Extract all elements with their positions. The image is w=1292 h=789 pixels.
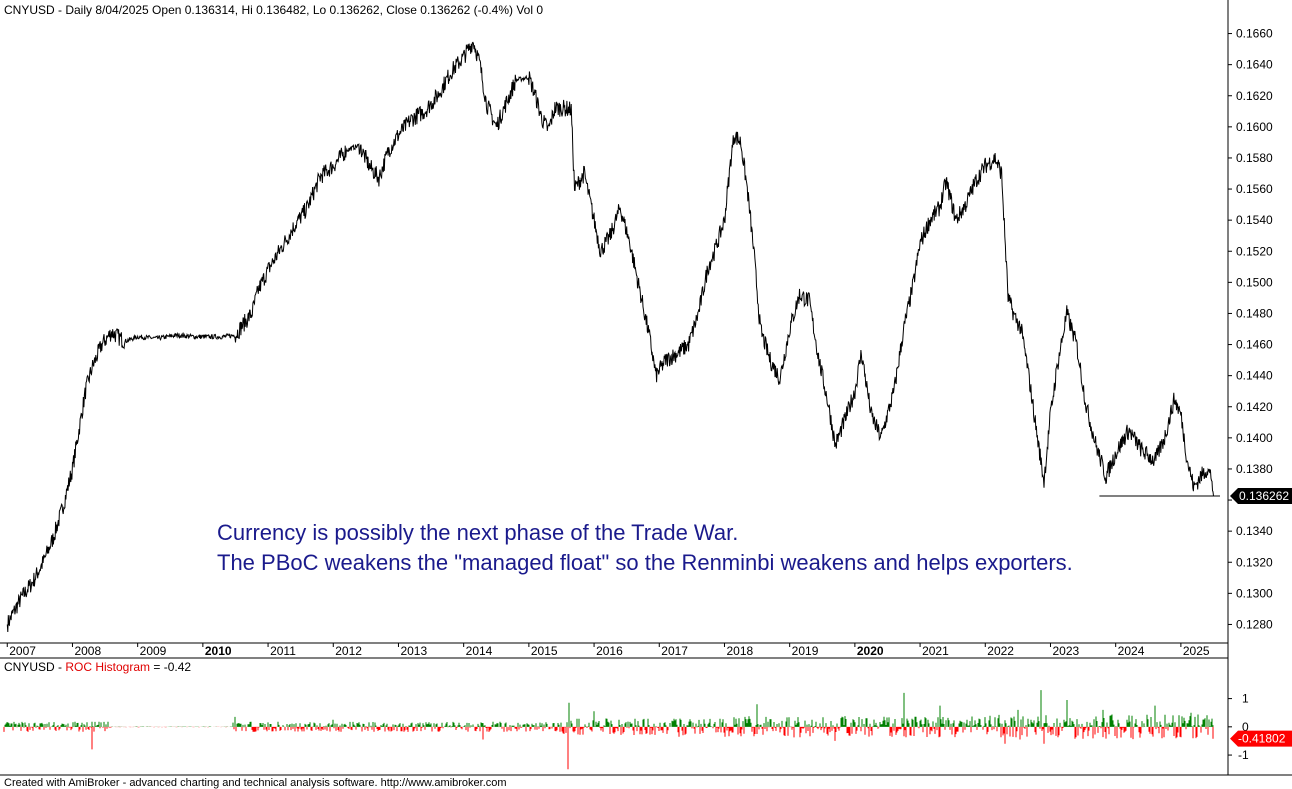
roc-histogram [3,690,1214,770]
x-tick-label: 2009 [140,644,167,658]
price-y-tick-label: 0.1640 [1236,58,1273,72]
x-tick-label: 2023 [1052,644,1079,658]
last-price-label: 0.136262 [1230,488,1292,505]
annotation-line-2: The PBoC weakens the "managed float" so … [217,550,1073,575]
price-y-tick-label: 0.1300 [1236,586,1273,600]
price-y-tick-label: 0.1460 [1236,338,1273,352]
price-y-tick-label: 0.1520 [1236,244,1273,258]
roc-header-value: = -0.42 [150,660,191,674]
price-y-tick-label: 0.1560 [1236,182,1273,196]
x-tick-label: 2020 [857,644,884,658]
x-tick-label: 2012 [335,644,362,658]
price-y-tick-label: 0.1440 [1236,369,1273,383]
roc-header: CNYUSD - ROC Histogram = -0.42 [4,660,191,674]
footer-credit: Created with AmiBroker - advanced charti… [4,777,507,789]
price-header-info: - Daily 8/04/2025 Open 0.136314, Hi 0.13… [55,3,544,17]
roc-last-value-label: -0.41802 [1230,730,1292,747]
roc-header-sep: - [55,660,66,674]
x-axis: 2007 2008 2009 2010 2011 2012 2013 2014 2015 2016… [6,643,1210,658]
price-y-tick-label: 0.1500 [1236,275,1273,289]
roc-header-symbol: CNYUSD [4,660,55,674]
price-y-tick-label: 0.1540 [1236,213,1273,227]
roc-positive-bars [4,690,1214,727]
price-y-tick-label: 0.1420 [1236,400,1273,414]
price-y-tick-label: 0.1280 [1236,617,1273,631]
x-tick-label: 2021 [922,644,949,658]
x-tick-label: 2016 [596,644,623,658]
price-y-tick-label: 0.1380 [1236,462,1273,476]
x-tick-label: 2017 [661,644,688,658]
x-tick-label: 2019 [792,644,819,658]
x-tick-label: 2011 [270,644,296,658]
price-y-tick-label: 0.1580 [1236,151,1273,165]
roc-y-tick-label: 0 [1242,720,1249,734]
roc-y-tick-label: -1 [1238,748,1249,762]
price-series [6,41,1220,633]
x-tick-label: 2022 [987,644,1014,658]
price-y-tick-label: 0.1620 [1236,89,1273,103]
price-y-tick-label: 0.1660 [1236,27,1273,41]
roc-y-tick-label: 1 [1242,692,1249,706]
x-tick-label: 2024 [1118,644,1145,658]
price-header-symbol: CNYUSD [4,3,55,17]
price-series-line [6,41,1214,633]
price-y-tick-label: 0.1400 [1236,431,1273,445]
x-tick-label: 2010 [205,644,232,658]
x-tick-label: 2025 [1183,644,1210,658]
roc-header-indicator: ROC Histogram [65,660,150,674]
roc-last-value-text: -0.41802 [1238,732,1286,746]
price-y-axis: 0.1660 0.1640 0.1620 0.1600 0.1580 0.1560 0.15… [1228,27,1273,631]
roc-negative-bars [3,726,1214,770]
x-tick-label: 2015 [531,644,558,658]
x-tick-label: 2007 [9,644,36,658]
x-tick-label: 2013 [400,644,427,658]
price-y-tick-label: 0.1600 [1236,120,1273,134]
price-y-tick-label: 0.1480 [1236,306,1273,320]
x-tick-label: 2008 [74,644,101,658]
price-header: CNYUSD - Daily 8/04/2025 Open 0.136314, … [4,3,543,17]
roc-y-axis: 1 0 -1 [1228,692,1249,762]
price-y-tick-label: 0.1320 [1236,555,1273,569]
last-price-text: 0.136262 [1239,489,1289,503]
price-y-tick-label: 0.1340 [1236,524,1273,538]
x-tick-label: 2018 [726,644,753,658]
annotation-line-1: Currency is possibly the next phase of t… [217,520,738,545]
x-tick-label: 2014 [466,644,493,658]
